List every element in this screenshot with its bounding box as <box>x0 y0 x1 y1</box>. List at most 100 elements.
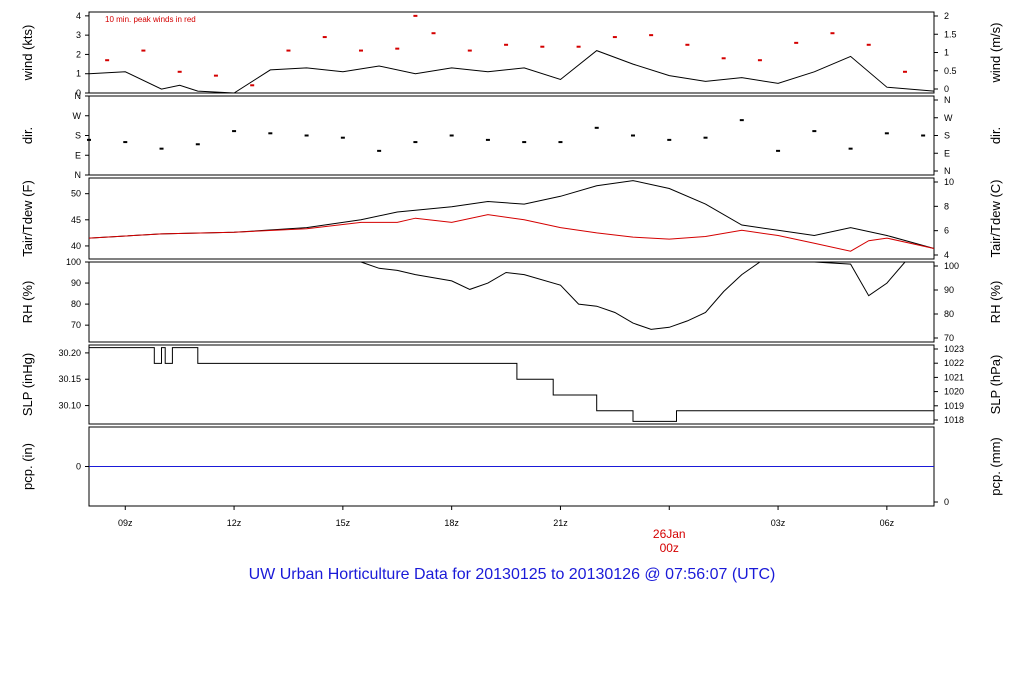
right-tick-label: 6 <box>944 226 949 236</box>
y-axis-label-right: RH (%) <box>988 281 1003 324</box>
data-point <box>667 138 672 141</box>
left-tick-label: S <box>75 131 81 141</box>
data-point <box>866 43 871 46</box>
data-point <box>649 34 654 37</box>
panel-frame-wind <box>88 11 935 94</box>
data-point <box>794 41 799 44</box>
panel-frame-SLP <box>88 344 935 425</box>
y-axis-label-left: wind (kts) <box>20 25 35 82</box>
right-tick-label: 4 <box>944 250 949 260</box>
left-tick-label: E <box>75 150 81 160</box>
data-point <box>413 14 418 17</box>
data-point <box>431 32 436 35</box>
y-axis-label-left: dir. <box>20 127 35 144</box>
y-axis-label-right: wind (m/s) <box>988 23 1003 84</box>
right-tick-label: 80 <box>944 309 954 319</box>
data-point <box>395 47 400 50</box>
data-point <box>830 32 835 35</box>
left-tick-label: 30.15 <box>58 374 81 384</box>
right-tick-label: 1020 <box>944 387 964 397</box>
data-point <box>812 130 817 133</box>
data-point <box>286 49 291 52</box>
left-tick-label: W <box>73 111 82 121</box>
data-point <box>739 119 744 122</box>
data-point <box>522 141 527 144</box>
right-tick-label: 1023 <box>944 344 964 354</box>
left-tick-label: 0 <box>76 88 81 98</box>
data-point <box>123 141 128 144</box>
left-tick-label: 1 <box>76 69 81 79</box>
left-tick-label: 70 <box>71 320 81 330</box>
series-line-wind-0 <box>88 50 935 94</box>
y-axis-label-left: RH (%) <box>20 281 35 324</box>
left-tick-label: 2 <box>76 49 81 59</box>
right-tick-label: 0 <box>944 84 949 94</box>
data-point <box>213 74 218 77</box>
right-tick-label: E <box>944 148 950 158</box>
left-tick-label: 40 <box>71 241 81 251</box>
left-tick-label: 3 <box>76 30 81 40</box>
left-tick-label: 50 <box>71 189 81 199</box>
peak-wind-note: 10 min. peak winds in red <box>105 15 196 24</box>
data-point <box>195 143 200 146</box>
data-point <box>721 57 726 60</box>
data-point <box>322 36 327 39</box>
panel-frame-RH <box>88 261 935 343</box>
panel-frame-dir. <box>88 95 935 176</box>
right-tick-label: 1019 <box>944 401 964 411</box>
data-point <box>413 141 418 144</box>
data-point <box>884 132 889 135</box>
right-tick-label: 2 <box>944 11 949 21</box>
data-point <box>504 43 509 46</box>
y-axis-label-left: Tair/Tdew (F) <box>20 180 35 257</box>
y-axis-label-right: SLP (hPa) <box>988 355 1003 415</box>
y-axis-label-right: dir. <box>988 127 1003 144</box>
right-tick-label: 0 <box>944 497 949 507</box>
right-tick-label: 90 <box>944 285 954 295</box>
left-tick-label: 0 <box>76 462 81 472</box>
data-point <box>902 70 907 73</box>
data-point <box>558 141 563 144</box>
y-axis-label-right: Tair/Tdew (C) <box>988 179 1003 257</box>
right-tick-label: 1 <box>944 48 949 58</box>
y-axis-label-left: SLP (inHg) <box>20 353 35 416</box>
left-tick-label: 90 <box>71 278 81 288</box>
data-point <box>449 134 454 137</box>
right-tick-label: 8 <box>944 201 949 211</box>
right-tick-label: 1.5 <box>944 29 957 39</box>
y-axis-label-left: pcp. (in) <box>20 443 35 490</box>
right-tick-label: S <box>944 131 950 141</box>
data-point <box>159 147 164 150</box>
data-point <box>612 36 617 39</box>
data-point <box>848 147 853 150</box>
data-point <box>703 136 708 139</box>
left-tick-label: 100 <box>66 257 81 267</box>
data-point <box>340 136 345 139</box>
x-tick-label: 09z <box>118 518 133 528</box>
x-tick-label: 03z <box>771 518 786 528</box>
right-tick-label: 10 <box>944 177 954 187</box>
series-line-temperature-0 <box>88 180 935 249</box>
data-point <box>540 45 545 48</box>
data-point <box>776 149 781 152</box>
left-tick-label: 80 <box>71 299 81 309</box>
x-tick-label: 15z <box>336 518 351 528</box>
data-point <box>921 134 926 137</box>
chart-title: UW Urban Horticulture Data for 20130125 … <box>248 566 776 583</box>
day-time-label: 00z <box>660 541 679 555</box>
x-tick-label: 21z <box>553 518 568 528</box>
x-tick-label: 06z <box>880 518 895 528</box>
data-point <box>358 49 363 52</box>
right-tick-label: 70 <box>944 333 954 343</box>
data-point <box>105 59 110 62</box>
data-point <box>377 149 382 152</box>
data-point <box>177 70 182 73</box>
left-tick-label: N <box>75 170 82 180</box>
left-tick-label: 30.10 <box>58 401 81 411</box>
series-line-SLP-0 <box>89 347 934 422</box>
left-tick-label: N <box>75 91 82 101</box>
data-point <box>87 138 91 141</box>
left-tick-label: 4 <box>76 11 81 21</box>
right-tick-label: 1018 <box>944 415 964 425</box>
data-point <box>304 134 309 137</box>
